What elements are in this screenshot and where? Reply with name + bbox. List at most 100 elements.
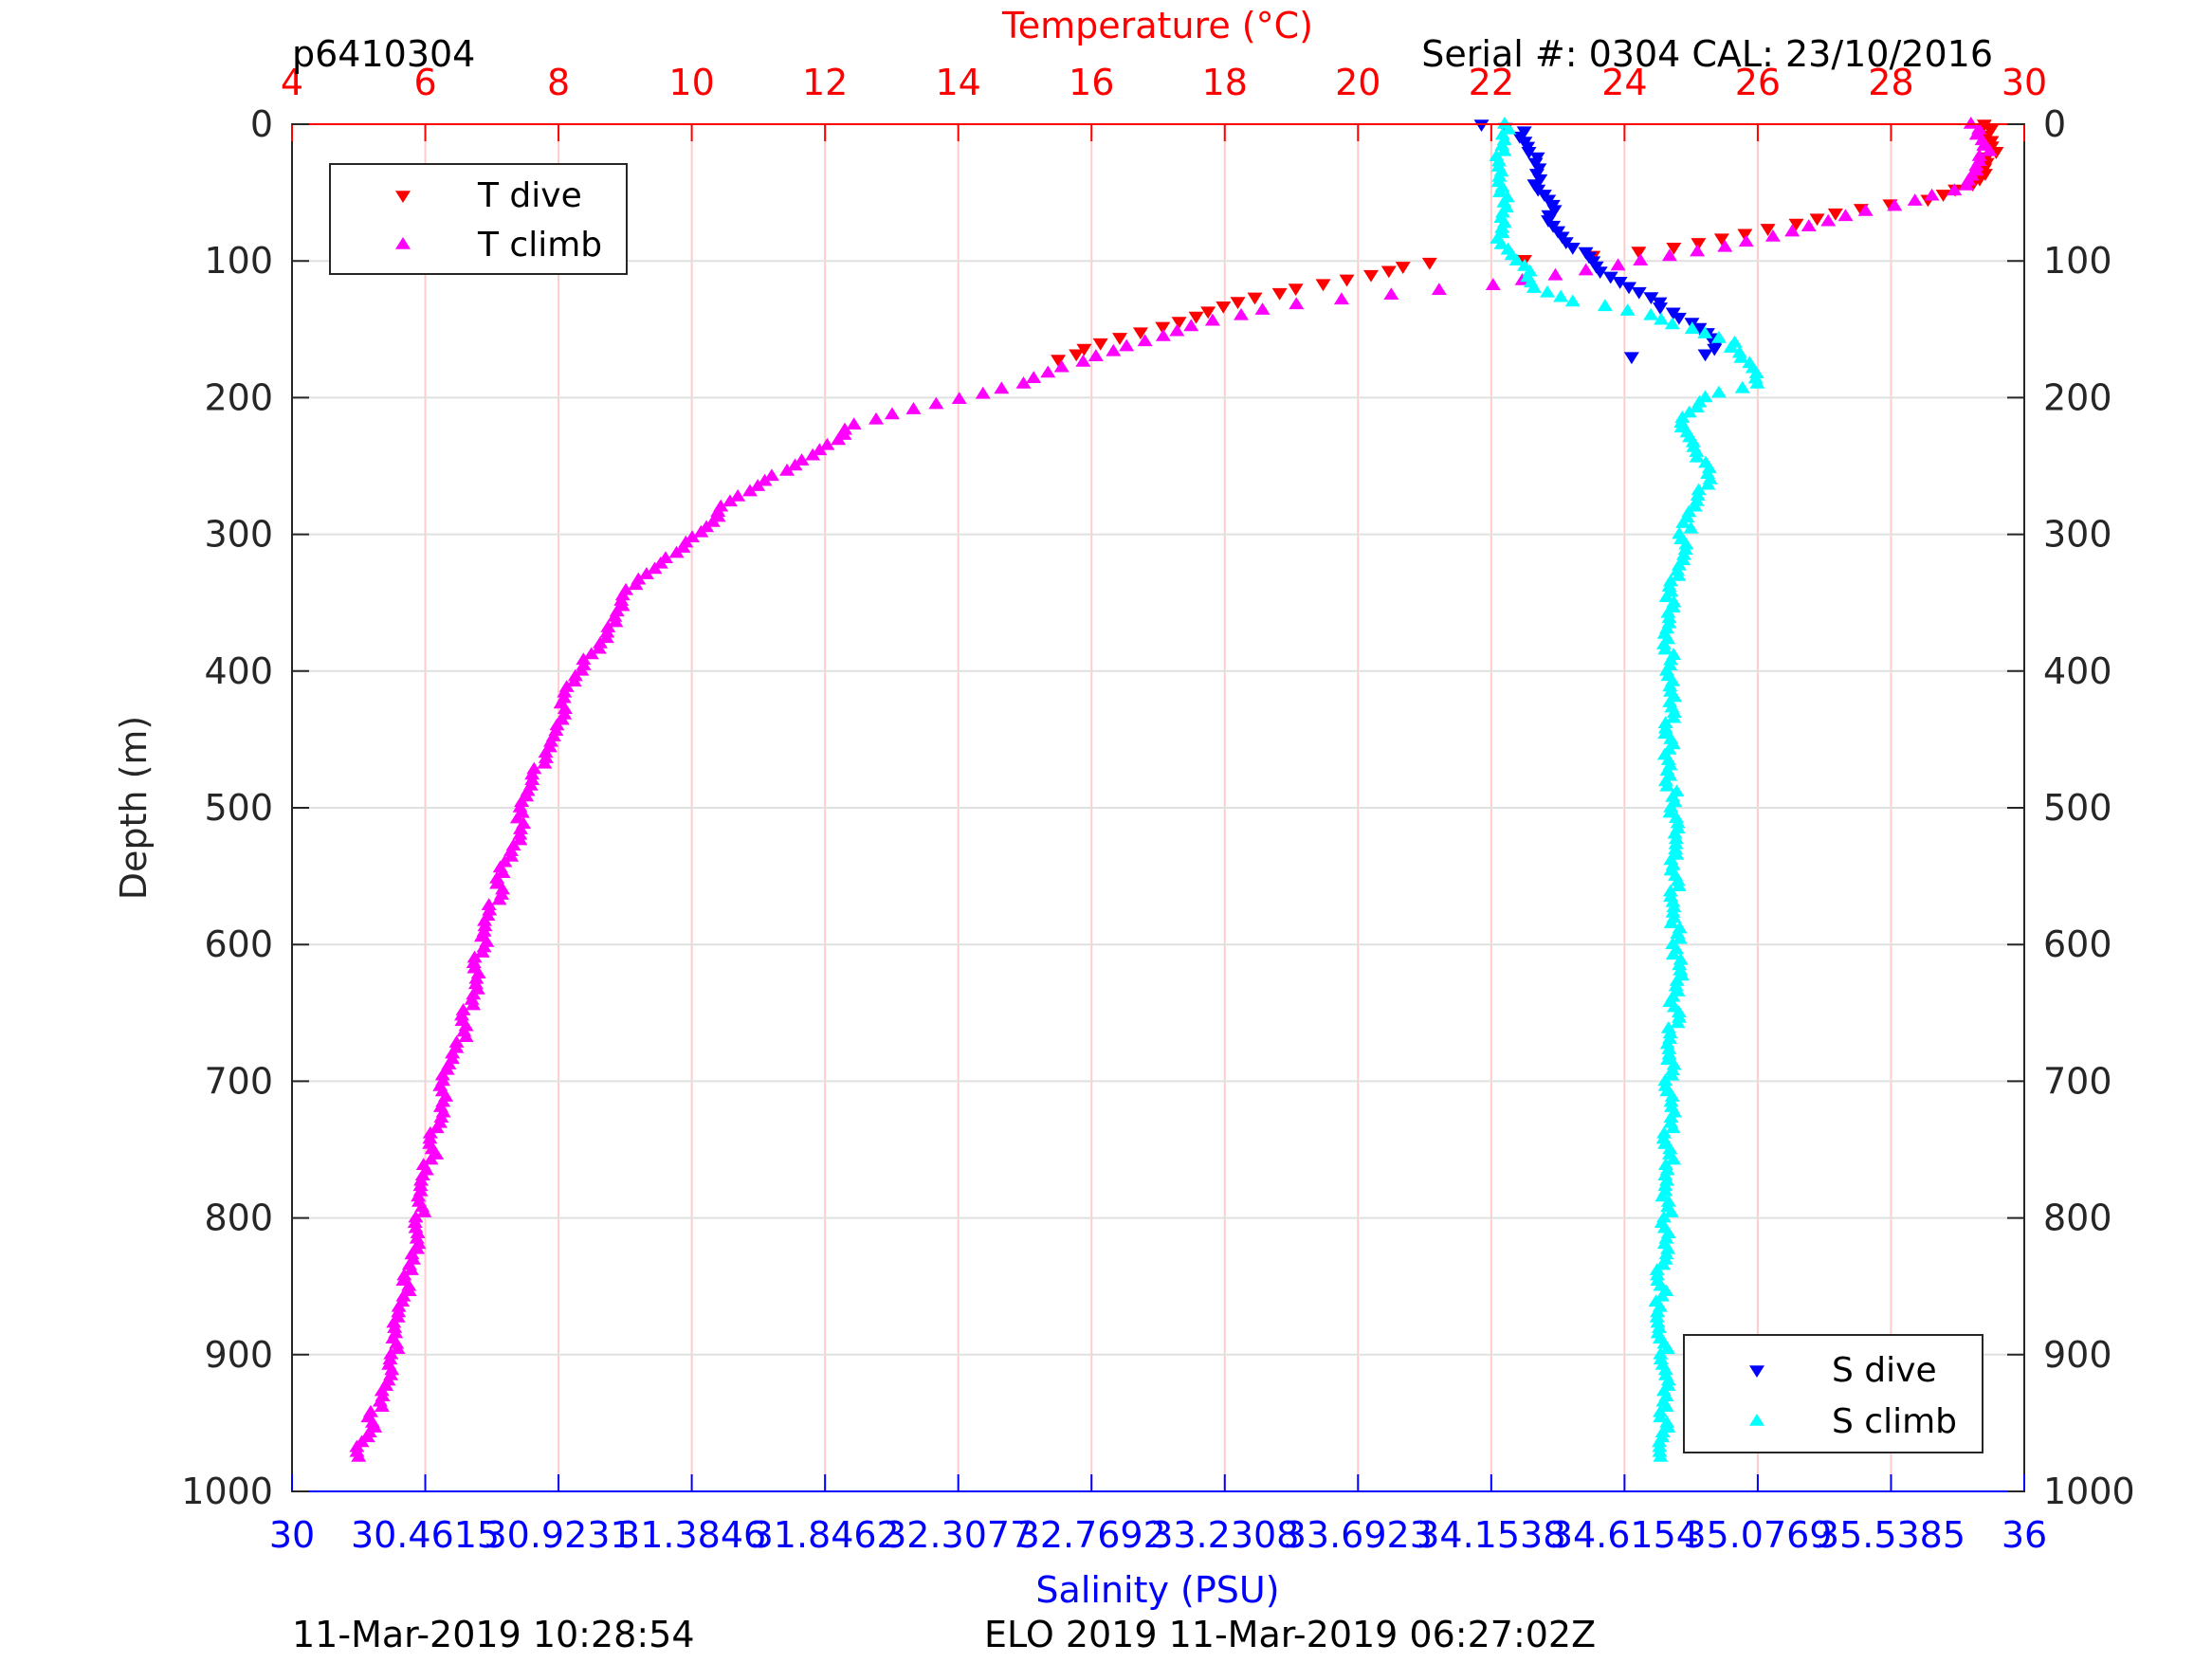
- data-point: [1748, 366, 1764, 378]
- data-point: [1183, 319, 1199, 332]
- data-point: [1230, 297, 1246, 310]
- data-point: [757, 473, 773, 486]
- depth-tick-label-right: 1000: [2043, 1471, 2135, 1512]
- data-point: [1691, 238, 1707, 250]
- depth-tick-label-left: 300: [204, 514, 273, 556]
- data-point: [722, 494, 738, 507]
- data-point: [543, 734, 559, 747]
- data-point: [1663, 1205, 1679, 1217]
- data-point: [1734, 380, 1750, 393]
- data-point: [1664, 317, 1680, 330]
- data-point: [750, 479, 766, 491]
- depth-tick-label-left: 100: [204, 240, 273, 282]
- data-point: [1924, 188, 1940, 201]
- footer-timestamp: 11-Mar-2019 10:28:54: [292, 1614, 695, 1655]
- data-point: [1069, 349, 1085, 362]
- footer-mission-info: ELO 2019 11-Mar-2019 06:27:02Z: [984, 1614, 1596, 1655]
- data-point: [607, 609, 623, 622]
- data-point: [1935, 190, 1951, 202]
- legend-entry-t-climb: T climb: [477, 226, 602, 265]
- data-point: [1666, 242, 1682, 255]
- data-point: [994, 381, 1010, 394]
- data-point: [1663, 916, 1679, 928]
- temperature-tick-label: 22: [1469, 62, 1514, 103]
- data-point: [423, 1152, 439, 1165]
- salinity-tick-label: 32.3077: [884, 1514, 1033, 1556]
- depth-tick-label-left: 200: [204, 376, 273, 418]
- data-point: [1674, 411, 1691, 423]
- data-point: [382, 1352, 398, 1365]
- data-point: [1112, 333, 1128, 345]
- salinity-tick-label: 34.1538: [1417, 1514, 1565, 1556]
- data-point: [1602, 271, 1618, 284]
- data-point: [1665, 1121, 1681, 1134]
- data-point: [520, 783, 536, 796]
- data-point: [512, 832, 528, 846]
- data-point: [1092, 338, 1108, 351]
- data-point: [411, 1189, 427, 1202]
- data-point: [513, 822, 529, 834]
- data-point: [1619, 303, 1636, 316]
- data-point: [1662, 805, 1678, 818]
- data-point: [1204, 313, 1220, 326]
- data-point: [387, 1321, 403, 1333]
- data-point: [1760, 224, 1776, 236]
- legend-entry-t-dive: T dive: [477, 176, 582, 215]
- data-point: [1491, 169, 1508, 182]
- data-point: [668, 545, 685, 558]
- salinity-tick-label: 30.4615: [351, 1514, 500, 1556]
- data-point: [1643, 292, 1659, 305]
- data-point: [1654, 312, 1670, 325]
- data-point: [1666, 710, 1682, 723]
- data-point: [1657, 721, 1673, 734]
- data-point: [812, 443, 828, 456]
- data-point: [1670, 1015, 1686, 1029]
- data-point: [1689, 400, 1705, 413]
- data-point: [1651, 1321, 1667, 1333]
- data-point: [1653, 302, 1669, 315]
- data-point: [905, 402, 922, 414]
- data-point: [374, 1383, 390, 1397]
- salinity-tick-label: 30.9231: [484, 1514, 633, 1556]
- data-point: [1254, 302, 1271, 315]
- temperature-tick-label: 28: [1868, 62, 1913, 103]
- data-point: [1247, 292, 1263, 305]
- depth-tick-label-left: 400: [204, 650, 273, 692]
- data-point: [1526, 281, 1542, 293]
- data-point: [1662, 574, 1678, 587]
- data-point: [1492, 185, 1508, 197]
- data-point: [1633, 253, 1649, 265]
- data-point: [608, 614, 624, 628]
- data-point: [1671, 312, 1687, 325]
- data-point: [1339, 274, 1355, 287]
- data-point: [1623, 352, 1639, 365]
- salinity-tick-label: 33.6923: [1284, 1514, 1433, 1556]
- data-point: [1690, 244, 1706, 257]
- data-point: [1026, 371, 1042, 384]
- salinity-tick-label: 35.5385: [1817, 1514, 1965, 1556]
- data-point: [1733, 350, 1749, 363]
- data-point: [1540, 284, 1556, 298]
- data-point: [1631, 247, 1647, 260]
- data-point: [1473, 119, 1490, 132]
- data-point: [491, 892, 507, 905]
- data-point: [1666, 1152, 1682, 1165]
- data-point: [1820, 213, 1837, 227]
- data-point: [1713, 233, 1729, 247]
- data-point: [1660, 1052, 1676, 1066]
- data-point: [846, 417, 862, 430]
- data-point: [592, 635, 608, 649]
- data-point: [429, 1121, 445, 1134]
- data-point: [1666, 900, 1682, 913]
- data-point: [1661, 248, 1677, 262]
- legend-temperature-box: [329, 163, 628, 275]
- data-point: [1106, 343, 1122, 356]
- depth-tick-label-right: 700: [2043, 1060, 2112, 1102]
- data-point: [411, 1236, 427, 1250]
- legend-salinity: S dive S climb: [1683, 1334, 1983, 1453]
- data-point: [1664, 1089, 1680, 1102]
- data-point: [1697, 349, 1713, 362]
- data-point: [1132, 327, 1148, 340]
